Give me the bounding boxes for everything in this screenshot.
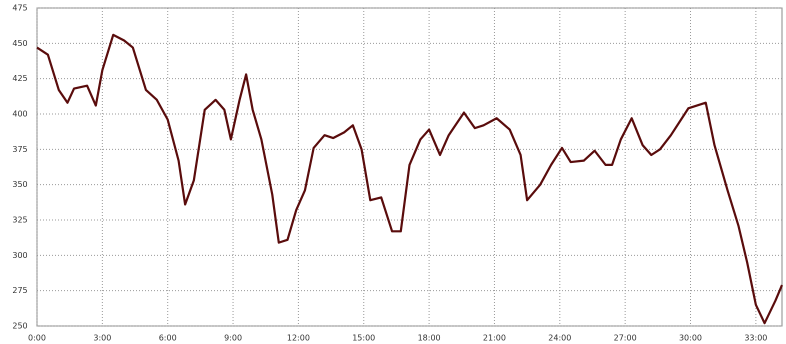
x-tick-label: 33:00 [744,334,767,343]
x-tick-label: 6:00 [159,334,177,343]
x-tick-label: 9:00 [224,334,242,343]
x-tick-label: 12:00 [287,334,310,343]
y-tick-label: 450 [12,39,27,48]
y-tick-label: 350 [12,180,27,189]
y-tick-label: 375 [12,145,27,154]
x-tick-label: 24:00 [548,334,571,343]
x-tick-label: 18:00 [418,334,441,343]
data-line [36,33,784,325]
y-tick-label: 250 [12,322,27,331]
x-tick-label: 3:00 [93,334,111,343]
x-tick-label: 27:00 [614,334,637,343]
y-tick-label: 275 [12,286,27,295]
x-tick-label: 0:00 [28,334,46,343]
y-tick-label: 425 [12,74,27,83]
x-tick-label: 21:00 [483,334,506,343]
y-tick-label: 325 [12,216,27,225]
y-tick-label: 300 [12,251,27,260]
y-tick-label: 400 [12,110,27,119]
x-tick-label: 15:00 [352,334,375,343]
x-tick-label: 30:00 [679,334,702,343]
y-tick-label: 475 [12,4,27,13]
